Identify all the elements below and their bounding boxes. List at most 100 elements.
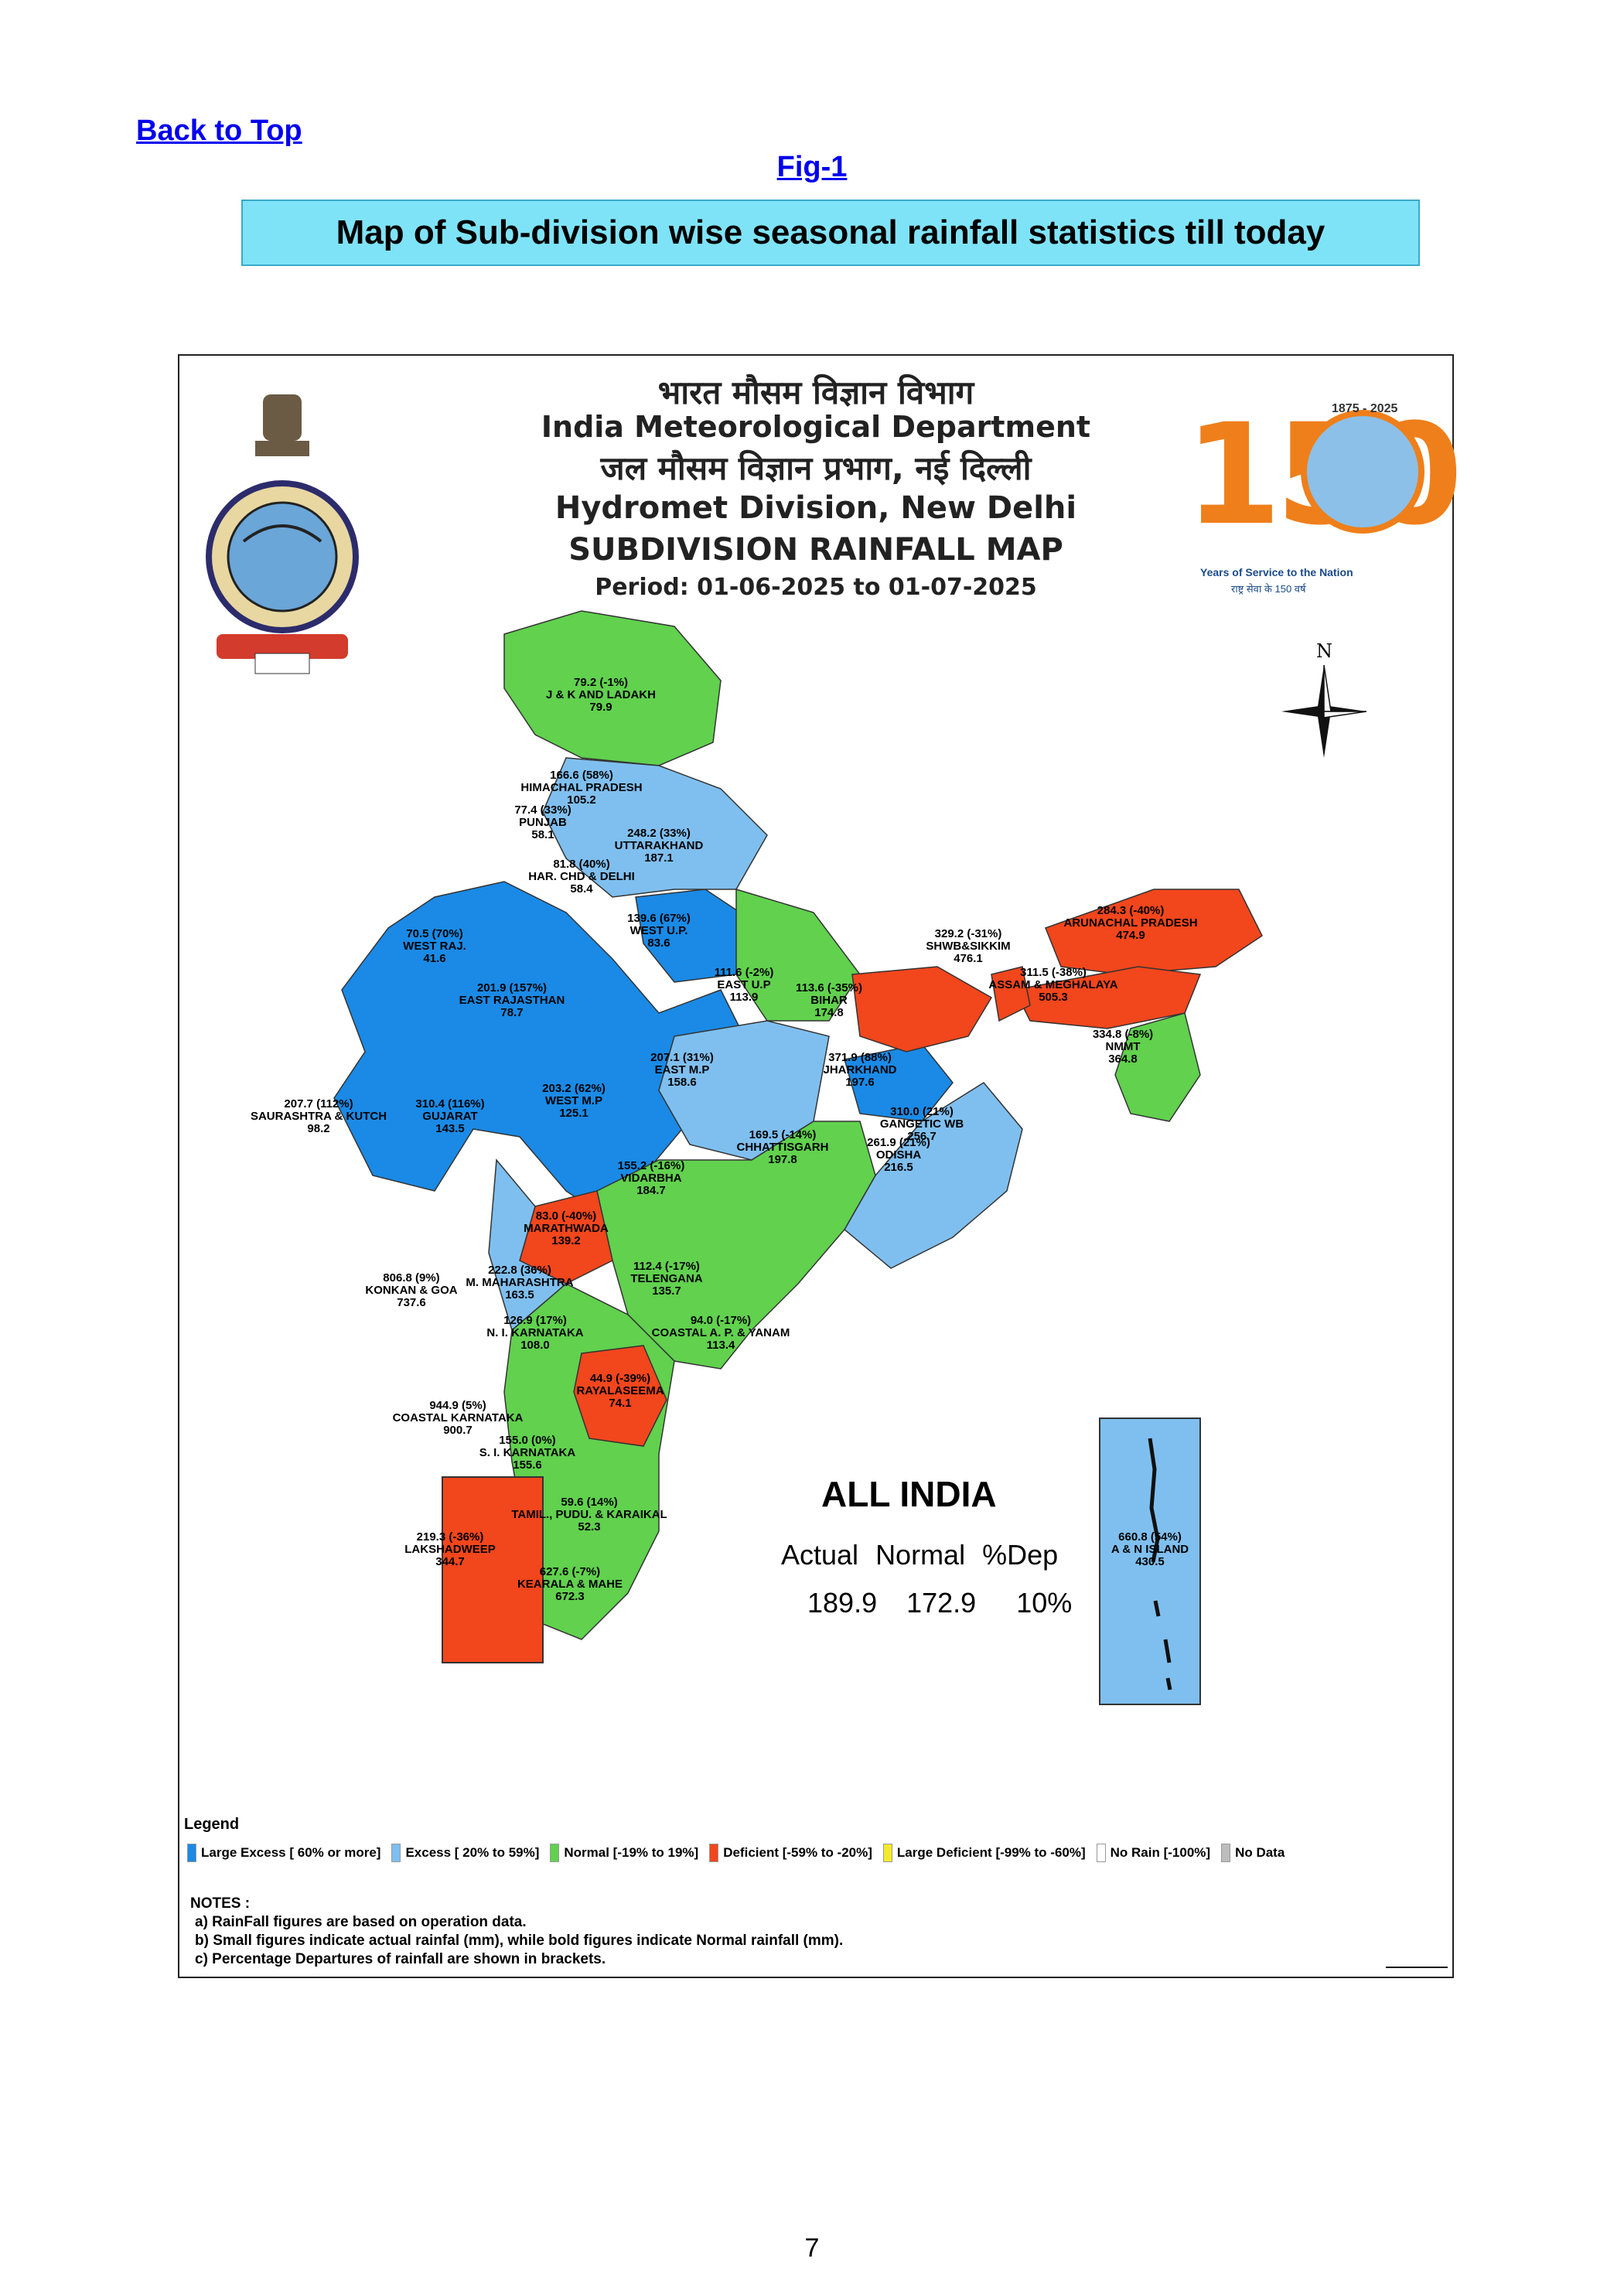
subdivision-actual-dep: 83.0 (-40%) [535, 1209, 597, 1223]
subdivision-name: J & K AND LADAKH [546, 688, 656, 701]
subdivision-name: HAR. CHD & DELHI [528, 870, 635, 883]
subdivision-normal: 364.8 [1108, 1052, 1138, 1066]
subdivision-normal: 113.9 [729, 991, 759, 1004]
andaman-islands [1148, 1438, 1172, 1690]
subdivision-label: 112.4 (-17%) TELENGANA 135.7 [630, 1261, 702, 1298]
subdivision-label: 222.8 (36%) M. MAHARASHTRA 163.5 [466, 1264, 573, 1302]
subdivision-label: 944.9 (5%) COASTAL KARNATAKA 900.7 [393, 1400, 524, 1437]
subdivision-normal: 113.4 [706, 1339, 735, 1352]
subdivision-normal: 737.6 [397, 1296, 426, 1309]
subdivision-name: SHWB&SIKKIM [926, 940, 1011, 953]
legend-item: Normal [-19% to 19%] [550, 1844, 698, 1862]
subdivision-name: GANGETIC WB [879, 1117, 964, 1131]
subdivision-normal: 143.5 [435, 1122, 465, 1135]
subdivision-label: 806.8 (9%) KONKAN & GOA 737.6 [365, 1272, 457, 1309]
subdivision-actual-dep: 44.9 (-39%) [589, 1372, 651, 1385]
india-map [333, 610, 1448, 1968]
legend-swatch [709, 1844, 719, 1862]
subdivision-label: 94.0 (-17%) COASTAL A. P. & YANAM 113.4 [652, 1315, 790, 1352]
subdivision-label: 627.6 (-7%) KEARALA & MAHE 672.3 [517, 1566, 623, 1603]
legend-swatch [882, 1844, 892, 1862]
legend-label: No Data [1235, 1845, 1285, 1860]
legend-swatch [550, 1844, 560, 1862]
subdivision-name: WEST U.P. [629, 924, 688, 937]
subdivision-label: 155.0 (0%) S. I. KARNATAKA 155.6 [479, 1435, 575, 1472]
legend-swatch [1096, 1844, 1106, 1862]
anniversary-logo: 150 1875 - 2025 Years of Service to the … [1185, 394, 1463, 603]
subdivision-label: 284.3 (-40%) ARUNACHAL PRADESH 474.9 [1063, 905, 1197, 942]
note-item: a) RainFall figures are based on operati… [195, 1914, 527, 1930]
subdivision-actual-dep: 207.1 (31%) [650, 1051, 714, 1064]
region-east-up [735, 888, 861, 1022]
fig-1-link[interactable]: Fig-1 [776, 151, 848, 183]
subdivision-actual-dep: 111.6 (-2%) [714, 966, 774, 979]
region-shwb-sikkim [991, 966, 1031, 1022]
all-india-headers: Actual Normal %Dep [781, 1539, 1058, 1571]
subdivision-actual-dep: 371.9 (88%) [828, 1051, 892, 1064]
subdivision-name: RAYALASEEMA [576, 1384, 664, 1397]
subdivision-name: VIDARBHA [620, 1172, 682, 1185]
subdivision-label: 334.8 (-8%) NMMT 364.8 [1093, 1029, 1153, 1066]
subdivision-normal: 430.5 [1135, 1555, 1165, 1568]
subdivision-normal: 476.1 [954, 952, 983, 965]
subdivision-name: ARUNACHAL PRADESH [1063, 916, 1198, 930]
subdivision-actual-dep: 219.3 (-36%) [416, 1530, 484, 1544]
subdivision-name: LAKSHADWEEP [404, 1543, 496, 1556]
subdivision-actual-dep: 261.9 (21%) [867, 1136, 930, 1149]
subdivision-name: SAURASHTRA & KUTCH [250, 1110, 387, 1123]
header-hi-2: जल मौसम विज्ञान प्रभाग, नई दिल्ली [600, 449, 1032, 487]
subdivision-label: 371.9 (88%) JHARKHAND 197.6 [823, 1052, 896, 1089]
region-jk-ladakh [503, 610, 722, 766]
subdivision-label: 201.9 (157%) EAST RAJASTHAN 78.7 [459, 982, 565, 1019]
subdivision-name: BIHAR [810, 994, 848, 1007]
legend-swatch [187, 1844, 196, 1862]
subdivision-name: S. I. KARNATAKA [479, 1446, 576, 1459]
region-bihar [851, 966, 993, 1052]
anniversary-caption-hi: राष्ट्र सेवा के 150 वर्ष [1231, 583, 1306, 595]
subdivision-name: WEST M.P [544, 1094, 603, 1107]
subdivision-name: COASTAL KARNATAKA [392, 1411, 524, 1424]
subdivision-actual-dep: 79.2 (-1%) [573, 676, 629, 689]
subdivision-name: KEARALA & MAHE [517, 1578, 623, 1591]
subdivision-normal: 52.3 [578, 1520, 601, 1534]
subdivision-name: EAST RAJASTHAN [459, 994, 565, 1007]
subdivision-label: 219.3 (-36%) LAKSHADWEEP 344.7 [404, 1531, 496, 1568]
subdivision-label: 248.2 (33%) UTTARAKHAND 187.1 [615, 827, 704, 865]
anniversary-years: 1875 - 2025 [1332, 402, 1398, 415]
subdivision-label: 261.9 (21%) ODISHA 216.5 [867, 1137, 930, 1174]
subdivision-label: 139.6 (67%) WEST U.P. 83.6 [627, 913, 691, 950]
andaman-nicobar-inset [1099, 1418, 1201, 1705]
region-rayalaseema [573, 1345, 667, 1447]
back-to-top-link[interactable]: Back to Top [136, 114, 302, 147]
all-india-header-dep: %Dep [982, 1539, 1059, 1571]
legend-item: No Data [1221, 1844, 1285, 1862]
subdivision-actual-dep: 329.2 (-31%) [934, 927, 1002, 940]
subdivision-label: 310.4 (116%) GUJARAT 143.5 [415, 1098, 484, 1135]
region-nmmt [1114, 1012, 1201, 1122]
all-india-header-normal: Normal [875, 1539, 966, 1571]
subdivision-label: 660.8 (54%) A & N ISLAND 430.5 [1111, 1531, 1189, 1568]
subdivision-label: 126.9 (17%) N. I. KARNATAKA 108.0 [486, 1315, 583, 1352]
subdivision-label: 111.6 (-2%) EAST U.P 113.9 [715, 967, 774, 1004]
legend-label: Normal [-19% to 19%] [564, 1845, 699, 1860]
subdivision-actual-dep: 139.6 (67%) [627, 912, 691, 925]
subdivision-normal: 125.1 [559, 1107, 589, 1120]
subdivision-label: 79.2 (-1%) J & K AND LADAKH 79.9 [546, 677, 656, 714]
subdivision-label: 44.9 (-39%) RAYALASEEMA 74.1 [576, 1373, 664, 1410]
subdivision-normal: 474.9 [1116, 929, 1145, 942]
all-india-values: 189.9 172.9 10% [807, 1587, 1072, 1619]
subdivision-normal: 79.9 [589, 701, 612, 714]
subdivision-label: 81.8 (40%) HAR. CHD & DELHI 58.4 [528, 858, 635, 896]
subdivision-normal: 58.1 [531, 828, 554, 841]
subdivision-normal: 58.4 [570, 882, 593, 896]
subdivision-name: ODISHA [875, 1148, 922, 1162]
legend-label: No Rain [-100%] [1110, 1845, 1211, 1860]
subdivision-normal: 184.7 [636, 1184, 666, 1197]
subdivision-name: PUNJAB [519, 816, 567, 829]
legend-item: Excess [ 20% to 59%] [391, 1844, 539, 1862]
subdivision-actual-dep: 627.6 (-7%) [539, 1565, 601, 1578]
subdivision-normal: 672.3 [555, 1590, 585, 1603]
subdivision-normal: 74.1 [609, 1397, 632, 1410]
page-title: Map of Sub-division wise seasonal rainfa… [241, 200, 1420, 266]
subdivision-name: UTTARAKHAND [614, 839, 704, 852]
